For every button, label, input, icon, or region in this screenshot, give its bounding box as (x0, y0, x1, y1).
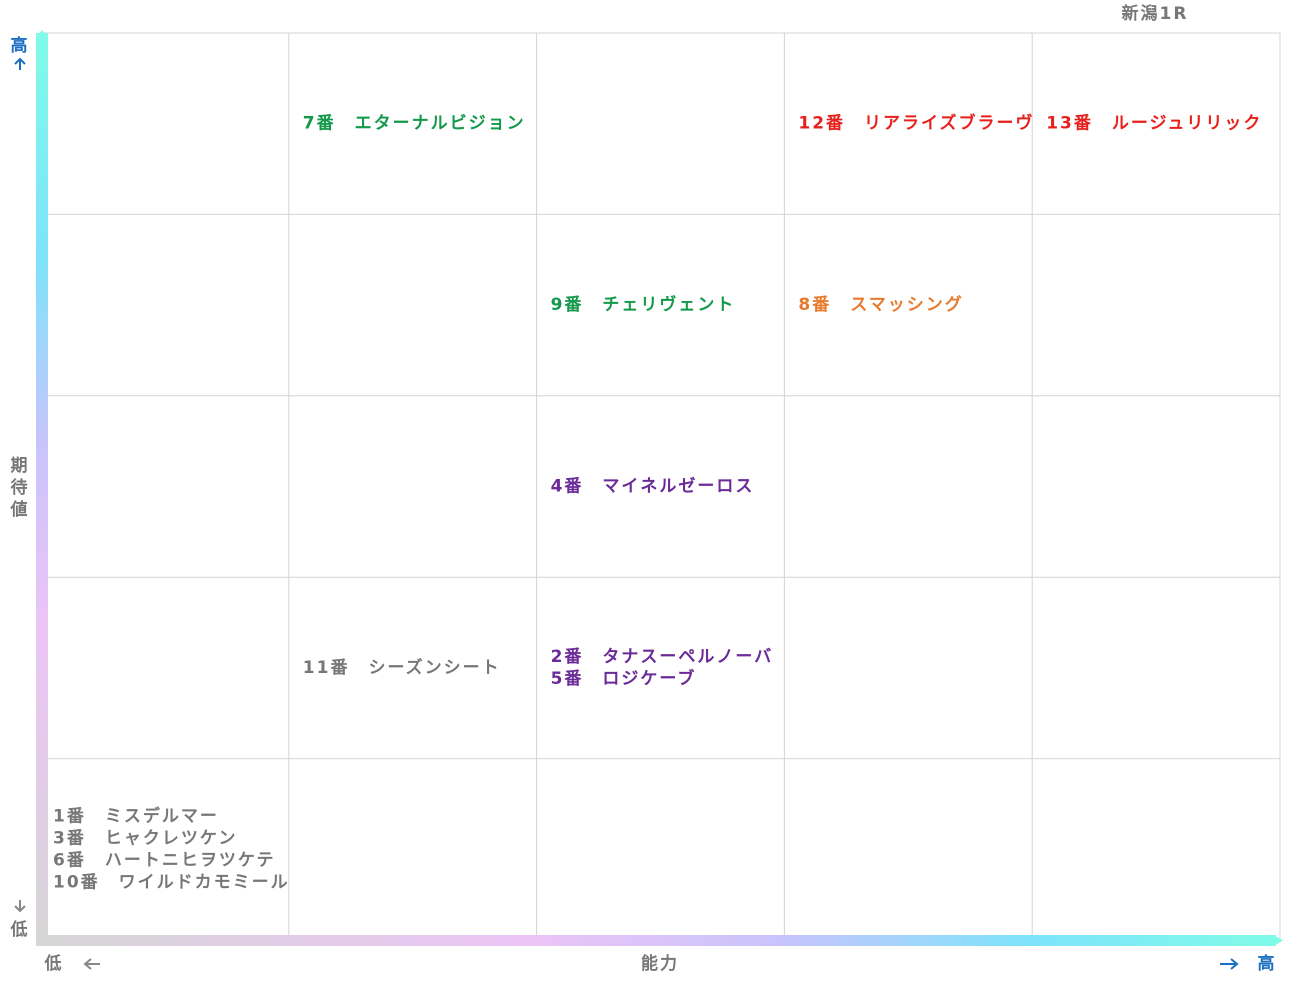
y-high-arrow (14, 57, 26, 70)
cell-entry: 1番 ミスデルマー (53, 805, 219, 826)
cell-entry: 13番 ルージュリリック (1046, 114, 1262, 134)
title: 新潟1R (1122, 3, 1189, 24)
y-axis-bar (36, 33, 48, 945)
cell-entry: 4番 マイネルゼーロス (551, 476, 755, 497)
y-axis-arrowhead (36, 30, 48, 38)
x-low: 低 (44, 953, 64, 974)
cell-entry: 6番 ハートニヒヲツケテ (53, 850, 276, 870)
cell-entry: 5番 ロジケーブ (551, 668, 697, 689)
y-low: 低 (10, 919, 30, 940)
cell-entry: 11番 シーズンシート (303, 657, 501, 678)
cell-entry: 9番 チェリヴェント (551, 294, 736, 315)
cell-entry: 10番 ワイルドカモミール (53, 872, 290, 892)
grid-lines (41, 33, 1280, 940)
x-low-arrow (83, 958, 100, 970)
x-axis-arrowhead (1274, 935, 1283, 946)
cell-entry: 7番 エターナルビジョン (303, 114, 526, 134)
cell-entry: 8番 スマッシング (798, 294, 963, 315)
x-high-arrow (1220, 958, 1239, 970)
y-label-3: 値 (10, 499, 30, 520)
x-label: 能力 (641, 953, 679, 974)
y-high: 高 (11, 35, 30, 56)
cell-entry: 12番 リアライズブラーヴ (798, 113, 1034, 134)
y-label-1: 期 (11, 456, 30, 476)
y-label-2: 待 (11, 477, 30, 498)
cell-entry: 2番 タナスーペルノーバ (551, 647, 774, 667)
x-axis-bar (36, 935, 1276, 946)
x-high: 高 (1258, 953, 1277, 974)
y-low-arrow (14, 900, 26, 913)
cell-entry: 3番 ヒャクレツケン (53, 828, 237, 848)
